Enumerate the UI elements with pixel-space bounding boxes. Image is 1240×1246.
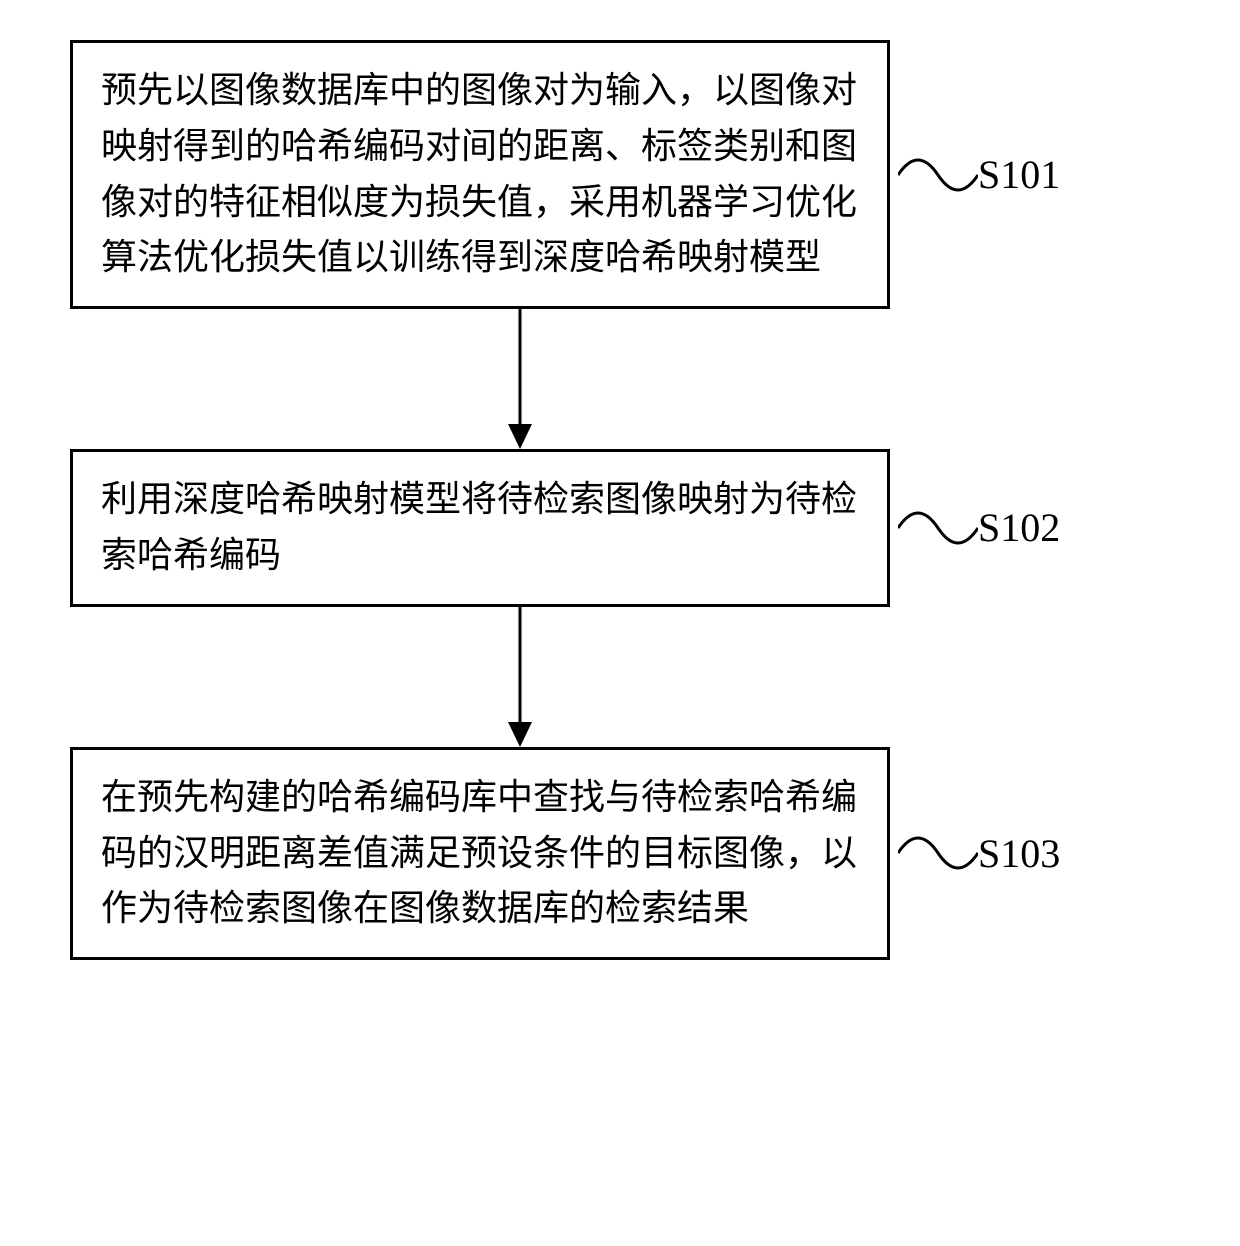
curve-connector-icon: [898, 818, 978, 888]
step-label: S101: [978, 151, 1060, 198]
label-connector: S102: [898, 493, 1060, 563]
label-connector: S101: [898, 140, 1060, 210]
step-label: S103: [978, 830, 1060, 877]
curve-connector-icon: [898, 140, 978, 210]
step-text: 预先以图像数据库中的图像对为输入，以图像对映射得到的哈希编码对间的距离、标签类别…: [101, 70, 857, 277]
curve-connector-icon: [898, 493, 978, 563]
step-box-s103: 在预先构建的哈希编码库中查找与待检索哈希编码的汉明距离差值满足预设条件的目标图像…: [70, 747, 890, 960]
step-text: 利用深度哈希映射模型将待检索图像映射为待检索哈希编码: [101, 479, 857, 575]
arrow-down-icon: [500, 607, 540, 747]
step-box-s102: 利用深度哈希映射模型将待检索图像映射为待检索哈希编码: [70, 449, 890, 607]
arrow-wrap: [110, 309, 930, 449]
step-label: S102: [978, 504, 1060, 551]
arrow-down-icon: [500, 309, 540, 449]
step-row: 利用深度哈希映射模型将待检索图像映射为待检索哈希编码 S102: [70, 449, 1170, 607]
arrow-wrap: [110, 607, 930, 747]
label-connector: S103: [898, 818, 1060, 888]
step-box-s101: 预先以图像数据库中的图像对为输入，以图像对映射得到的哈希编码对间的距离、标签类别…: [70, 40, 890, 309]
step-text: 在预先构建的哈希编码库中查找与待检索哈希编码的汉明距离差值满足预设条件的目标图像…: [101, 777, 857, 929]
step-row: 预先以图像数据库中的图像对为输入，以图像对映射得到的哈希编码对间的距离、标签类别…: [70, 40, 1170, 309]
step-row: 在预先构建的哈希编码库中查找与待检索哈希编码的汉明距离差值满足预设条件的目标图像…: [70, 747, 1170, 960]
flowchart-container: 预先以图像数据库中的图像对为输入，以图像对映射得到的哈希编码对间的距离、标签类别…: [70, 40, 1170, 960]
